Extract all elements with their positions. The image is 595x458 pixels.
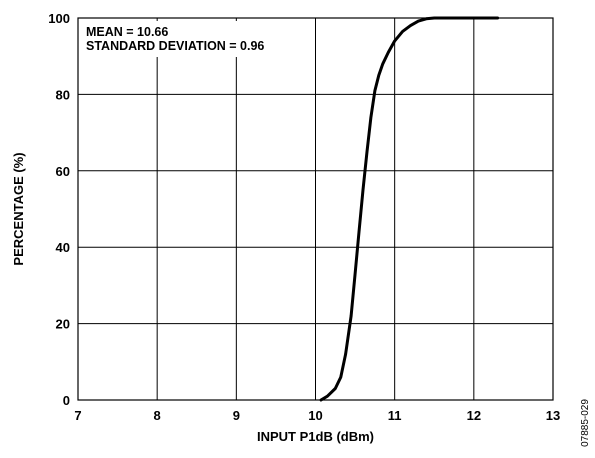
plot-frame <box>77 17 554 401</box>
y-tick-label: 100 <box>48 11 70 26</box>
x-tick-label: 12 <box>467 408 481 423</box>
x-tick-label: 11 <box>388 408 402 423</box>
x-tick-label: 7 <box>74 408 81 423</box>
x-tick-label: 9 <box>233 408 240 423</box>
annotation-box <box>81 21 281 57</box>
y-tick-label: 20 <box>56 317 70 332</box>
x-tick-label: 10 <box>308 408 322 423</box>
x-axis-label: INPUT P1dB (dBm) <box>257 429 374 444</box>
y-tick-label: 80 <box>56 87 70 102</box>
cumulative-distribution-line <box>319 16 500 402</box>
y-tick-label: 60 <box>56 164 70 179</box>
y-tick-label: 40 <box>56 240 70 255</box>
mean-annotation: MEAN = 10.66 <box>86 25 168 39</box>
y-tick-label: 0 <box>63 393 70 408</box>
x-tick-label: 13 <box>546 408 560 423</box>
gridlines <box>78 18 553 400</box>
x-tick-label: 8 <box>154 408 161 423</box>
std-dev-annotation: STANDARD DEVIATION = 0.96 <box>86 39 264 53</box>
y-axis-label: PERCENTAGE (%) <box>11 152 26 265</box>
x-tick-labels: 7 8 9 10 11 12 13 <box>74 408 560 423</box>
figure-code: 07885-029 <box>580 399 591 447</box>
y-tick-labels: 0 20 40 60 80 100 <box>48 11 70 408</box>
